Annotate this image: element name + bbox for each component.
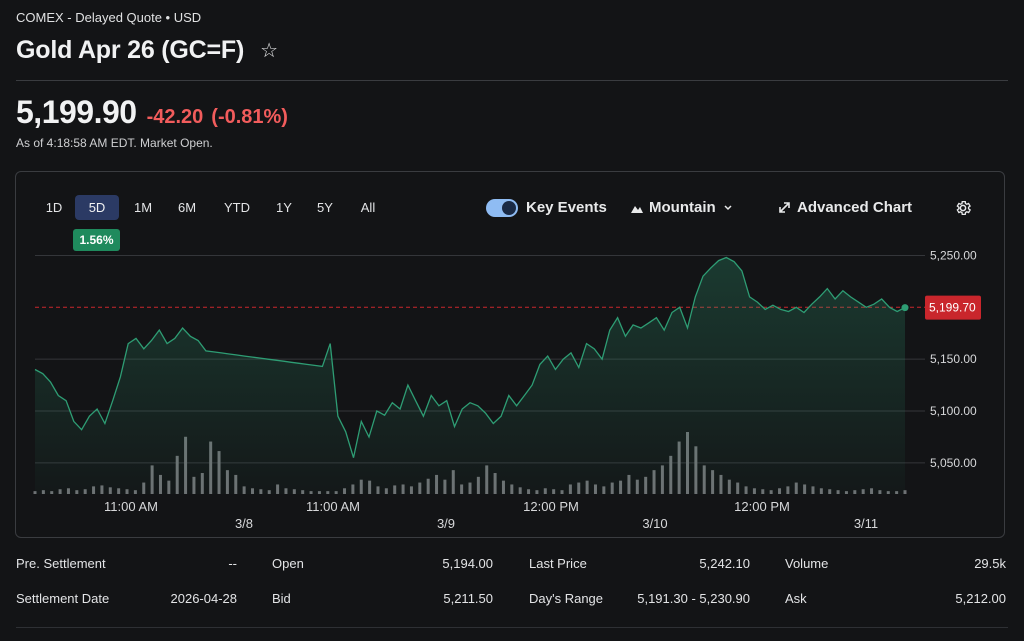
- stat-label: Bid: [272, 591, 291, 606]
- stat-value: --: [228, 556, 237, 571]
- quote-row: 5,199.90 -42.20 (-0.81%): [16, 94, 288, 131]
- range-1y[interactable]: 1Y: [276, 200, 292, 215]
- chart-type-label: Mountain: [649, 199, 716, 216]
- price-change-percent: (-0.81%): [211, 106, 288, 128]
- stat-value: 5,191.30 - 5,230.90: [637, 591, 750, 606]
- chart-type-dropdown[interactable]: Mountain: [630, 199, 733, 216]
- range-1d[interactable]: 1D: [45, 200, 63, 215]
- range-selector: 1D 5D 1M 6M YTD 1Y 5Y All: [33, 195, 389, 220]
- range-5d[interactable]: 5D: [75, 195, 119, 220]
- star-icon[interactable]: ☆: [260, 40, 279, 62]
- stat-label: Last Price: [529, 556, 587, 571]
- stat-value: 5,212.00: [955, 591, 1006, 606]
- quote-timestamp: As of 4:18:58 AM EDT. Market Open.: [16, 136, 213, 150]
- mountain-icon: [631, 205, 643, 213]
- stat-label: Ask: [785, 591, 807, 606]
- range-5y[interactable]: 5Y: [317, 200, 333, 215]
- current-price: 5,199.90: [16, 94, 137, 130]
- title-row: Gold Apr 26 (GC=F) ☆: [16, 36, 278, 65]
- divider: [16, 627, 1008, 628]
- performance-badge: 1.56%: [73, 229, 120, 251]
- stat-value: 5,194.00: [442, 556, 493, 571]
- stat-label: Volume: [785, 556, 829, 571]
- stat-value: 5,211.50: [443, 591, 493, 606]
- stat-label: Open: [272, 556, 304, 571]
- stat-value: 5,242.10: [699, 556, 750, 571]
- key-events-toggle[interactable]: [486, 199, 518, 217]
- chart-panel: [15, 171, 1005, 538]
- range-6m[interactable]: 6M: [177, 200, 197, 215]
- stat-value: 2026-04-28: [170, 591, 238, 606]
- gear-icon[interactable]: [954, 199, 972, 217]
- expand-icon: [779, 202, 790, 213]
- range-all[interactable]: All: [360, 200, 376, 215]
- key-events-label[interactable]: Key Events: [526, 199, 607, 216]
- range-ytd[interactable]: YTD: [224, 200, 250, 215]
- range-1m[interactable]: 1M: [133, 200, 153, 215]
- stat-label: Day's Range: [529, 591, 604, 606]
- toggle-knob: [502, 201, 516, 215]
- advanced-chart-label: Advanced Chart: [797, 199, 913, 216]
- stat-label: Settlement Date: [16, 591, 110, 606]
- page-title: Gold Apr 26 (GC=F): [16, 36, 245, 64]
- stat-value: 29.5k: [974, 556, 1006, 571]
- advanced-chart-button[interactable]: Advanced Chart: [778, 199, 912, 216]
- divider: [16, 80, 1008, 81]
- exchange-info: COMEX - Delayed Quote • USD: [16, 10, 202, 25]
- price-change: -42.20: [146, 106, 204, 128]
- stat-label: Pre. Settlement: [16, 556, 106, 571]
- chevron-down-icon: [724, 204, 732, 210]
